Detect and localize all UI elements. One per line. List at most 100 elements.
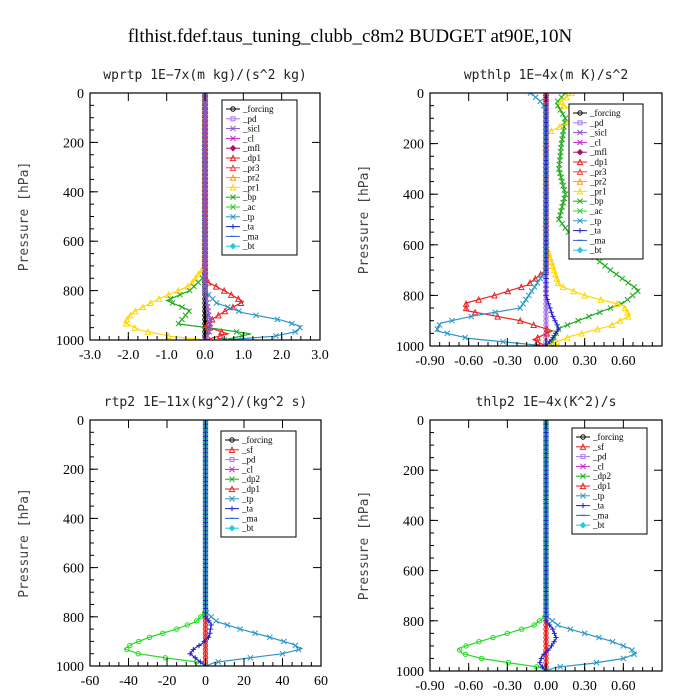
legend-entry: _pr1 (226, 182, 260, 192)
data-point (546, 301, 552, 307)
chart-panel-3: rtp2 1E−11x(kg^2)/(kg^2 s) Pressure [hPa]… (17, 395, 328, 689)
legend-marker (579, 521, 587, 529)
data-point (272, 332, 279, 339)
data-point (253, 312, 260, 319)
legend: _forcing_pd_sicl_cl_mfl_dp1_pr3_pr2_pr1_… (568, 103, 644, 260)
data-point (266, 634, 273, 641)
data-point (155, 295, 163, 302)
legend-entry: _pr1 (573, 186, 607, 196)
legend-marker (576, 148, 584, 156)
data-point (197, 659, 203, 665)
x-tick-label: 0.00 (534, 354, 559, 369)
legend-label: _bt (241, 523, 254, 533)
data-point (229, 303, 237, 311)
data-point (517, 305, 524, 312)
legend-marker (579, 482, 587, 490)
legend-entry: _cl (226, 133, 254, 143)
legend-entry: _tp (226, 212, 255, 222)
legend-entry: _ma (226, 231, 259, 241)
data-point (593, 659, 600, 666)
data-point (609, 638, 616, 645)
data-point (544, 297, 550, 303)
series-tp (434, 93, 549, 346)
data-point (221, 337, 228, 340)
legend-entry: _cl (573, 137, 601, 147)
y-tick-label: 1000 (56, 334, 84, 349)
data-point (504, 287, 512, 295)
data-point (553, 634, 559, 641)
y-tick-label: 200 (403, 464, 424, 479)
data-point (146, 634, 153, 640)
data-point (220, 286, 228, 294)
data-point (216, 332, 224, 339)
data-point (471, 308, 479, 316)
data-point (136, 638, 142, 645)
data-point (543, 420, 549, 423)
legend-entry: _pd (573, 118, 604, 128)
legend-marker (230, 125, 236, 132)
legend-label: _dp1 (589, 157, 608, 167)
data-point (553, 338, 561, 345)
legend-marker (230, 106, 236, 112)
legend-label: _cl (592, 461, 604, 471)
data-point (184, 622, 191, 628)
data-point (568, 93, 576, 97)
data-point (534, 279, 541, 286)
legend-label: _pr2 (242, 173, 260, 183)
data-point (561, 195, 568, 202)
legend-entry: _bp (573, 196, 604, 206)
x-tick-label: -0.30 (493, 354, 522, 369)
legend-entry: _ac (226, 202, 256, 212)
data-point (557, 212, 563, 219)
data-point (504, 630, 511, 637)
series-line (123, 93, 206, 340)
data-point (208, 613, 215, 620)
data-point (543, 292, 549, 298)
data-point (548, 643, 555, 649)
data-point (634, 288, 641, 295)
legend-entry: _bt (225, 523, 254, 533)
legend-label: _forcing (242, 104, 274, 114)
legend-marker (580, 434, 586, 440)
data-point (215, 658, 222, 665)
legend-entry: _bt (226, 241, 255, 251)
legend-marker (229, 476, 235, 483)
x-tick-label: 0.30 (572, 354, 597, 369)
legend-entry: _dp1 (226, 153, 261, 163)
data-point (628, 647, 635, 654)
data-point (197, 614, 204, 620)
data-point (224, 304, 231, 311)
series-pr2 (122, 93, 209, 340)
data-point (202, 337, 208, 340)
legend-marker (580, 454, 586, 460)
y-axis-label: Pressure [hPa] (357, 491, 372, 601)
data-point (547, 257, 555, 265)
data-point (187, 651, 193, 657)
data-point (169, 299, 176, 306)
data-point (557, 663, 564, 670)
data-point (233, 328, 240, 335)
legend-entry: _mfl (573, 147, 607, 157)
legend-entry: _cl (576, 461, 604, 471)
legend-entry: _forcing (225, 435, 273, 445)
plot-area (456, 420, 638, 671)
data-point (554, 279, 562, 286)
data-point (562, 224, 569, 231)
data-point (490, 634, 496, 641)
data-point (160, 630, 166, 636)
data-point (537, 660, 543, 666)
data-point (462, 651, 469, 657)
data-point (546, 339, 553, 345)
data-point (463, 643, 469, 649)
legend-entry: _cl (225, 464, 253, 474)
data-point (252, 630, 259, 637)
data-point (536, 618, 543, 624)
figure-title: flthist.fdef.taus_tuning_clubb_c8m2 BUDG… (128, 26, 573, 47)
x-tick-label: 1.0 (235, 348, 253, 363)
legend-label: _pr2 (589, 177, 607, 187)
data-point (607, 267, 614, 274)
legend-label: _forcing (589, 108, 621, 118)
legend-entry: _dp1 (225, 484, 260, 494)
data-point (131, 307, 139, 315)
